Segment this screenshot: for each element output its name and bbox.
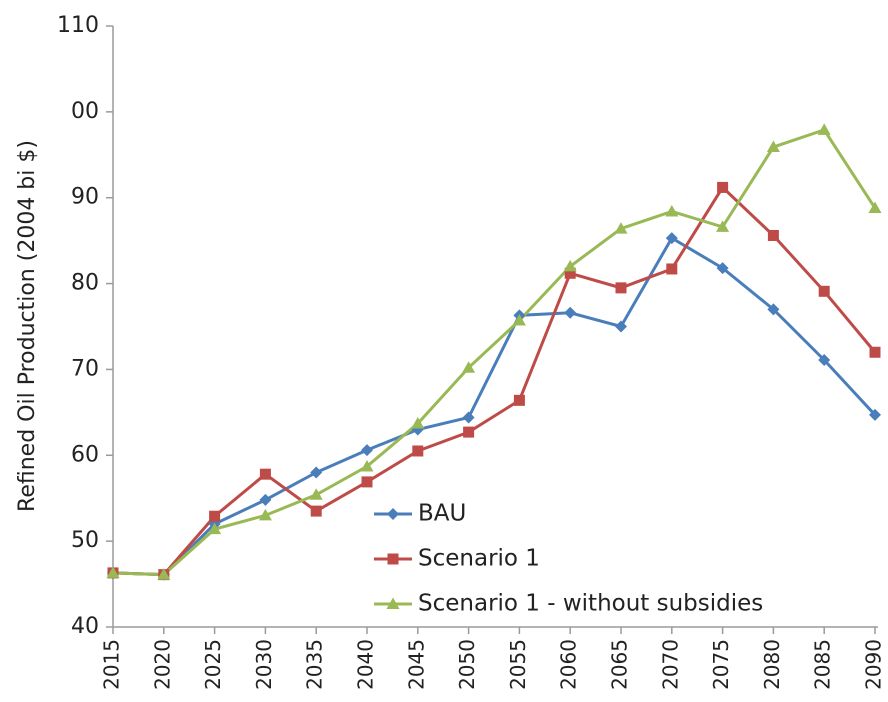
data-point (666, 263, 678, 275)
x-tick-label: 2020 (150, 639, 174, 690)
data-point (310, 466, 323, 479)
data-point (665, 204, 679, 217)
data-point (817, 123, 831, 135)
data-point (766, 140, 780, 153)
x-tick-label: 2035 (303, 639, 327, 690)
series-line (112, 128, 877, 577)
data-point (563, 259, 577, 272)
data-point (412, 445, 424, 457)
data-point (157, 568, 171, 580)
x-tick-label: 2085 (811, 639, 835, 690)
data-point (463, 426, 475, 438)
y-tick-label: 00 (71, 99, 99, 124)
x-tick-label: 2065 (608, 639, 632, 690)
data-point (360, 459, 374, 472)
data-point (208, 522, 222, 535)
data-point (869, 346, 881, 358)
data-point (258, 508, 272, 521)
data-point (106, 566, 120, 578)
data-point (869, 408, 881, 421)
data-point (462, 361, 476, 373)
data-point (361, 444, 373, 457)
y-tick-label: 40 (71, 614, 99, 639)
x-tick-label: 2080 (760, 639, 784, 690)
data-point (716, 220, 730, 232)
series-line (112, 185, 877, 577)
series-line (112, 236, 877, 577)
data-point (259, 493, 272, 506)
data-point (767, 229, 779, 241)
data-point (717, 181, 729, 193)
data-point (361, 476, 373, 488)
data-point (309, 488, 323, 500)
data-point (868, 201, 882, 214)
x-tick-label: 2025 (201, 639, 225, 690)
data-point (665, 232, 678, 245)
data-point (411, 417, 425, 429)
x-tick-label: 2070 (658, 639, 682, 690)
data-point (614, 222, 628, 234)
legend-marker (387, 553, 399, 565)
data-point (818, 285, 830, 297)
data-point (818, 353, 831, 366)
legend-label: BAU (418, 501, 466, 527)
data-point (259, 468, 271, 480)
x-tick-label: 2090 (862, 639, 886, 690)
data-point (564, 267, 576, 279)
legend-label: Scenario 1 (418, 546, 540, 572)
data-point (615, 282, 627, 294)
y-tick-label: 50 (71, 528, 99, 553)
legend-box (360, 492, 872, 626)
y-tick-label: 110 (57, 13, 99, 38)
legend-marker (386, 597, 400, 609)
data-point (209, 510, 221, 522)
data-point (512, 313, 526, 326)
data-point (462, 411, 475, 424)
y-tick-label: 70 (71, 356, 99, 381)
x-tick-label: 2060 (557, 639, 581, 690)
data-point (716, 262, 729, 275)
data-point (513, 394, 525, 406)
x-tick-label: 2075 (709, 639, 733, 690)
legend-marker (387, 508, 399, 520)
y-tick-label: 80 (71, 271, 99, 296)
data-point (564, 306, 577, 319)
data-point (310, 505, 322, 517)
x-tick-label: 2015 (100, 639, 124, 690)
x-tick-label: 2055 (506, 639, 530, 690)
x-tick-label: 2045 (404, 639, 428, 690)
y-tick-label: 90 (71, 185, 99, 210)
x-tick-label: 2040 (354, 639, 378, 690)
legend-label: Scenario 1 - without subsidies (418, 591, 763, 617)
y-axis-title: Refined Oil Production (2004 bi $) (15, 140, 40, 512)
data-point (767, 303, 780, 316)
x-tick-label: 2050 (455, 639, 479, 690)
y-tick-label: 60 (71, 442, 99, 467)
x-tick-label: 2030 (252, 639, 276, 690)
data-point (615, 320, 627, 333)
